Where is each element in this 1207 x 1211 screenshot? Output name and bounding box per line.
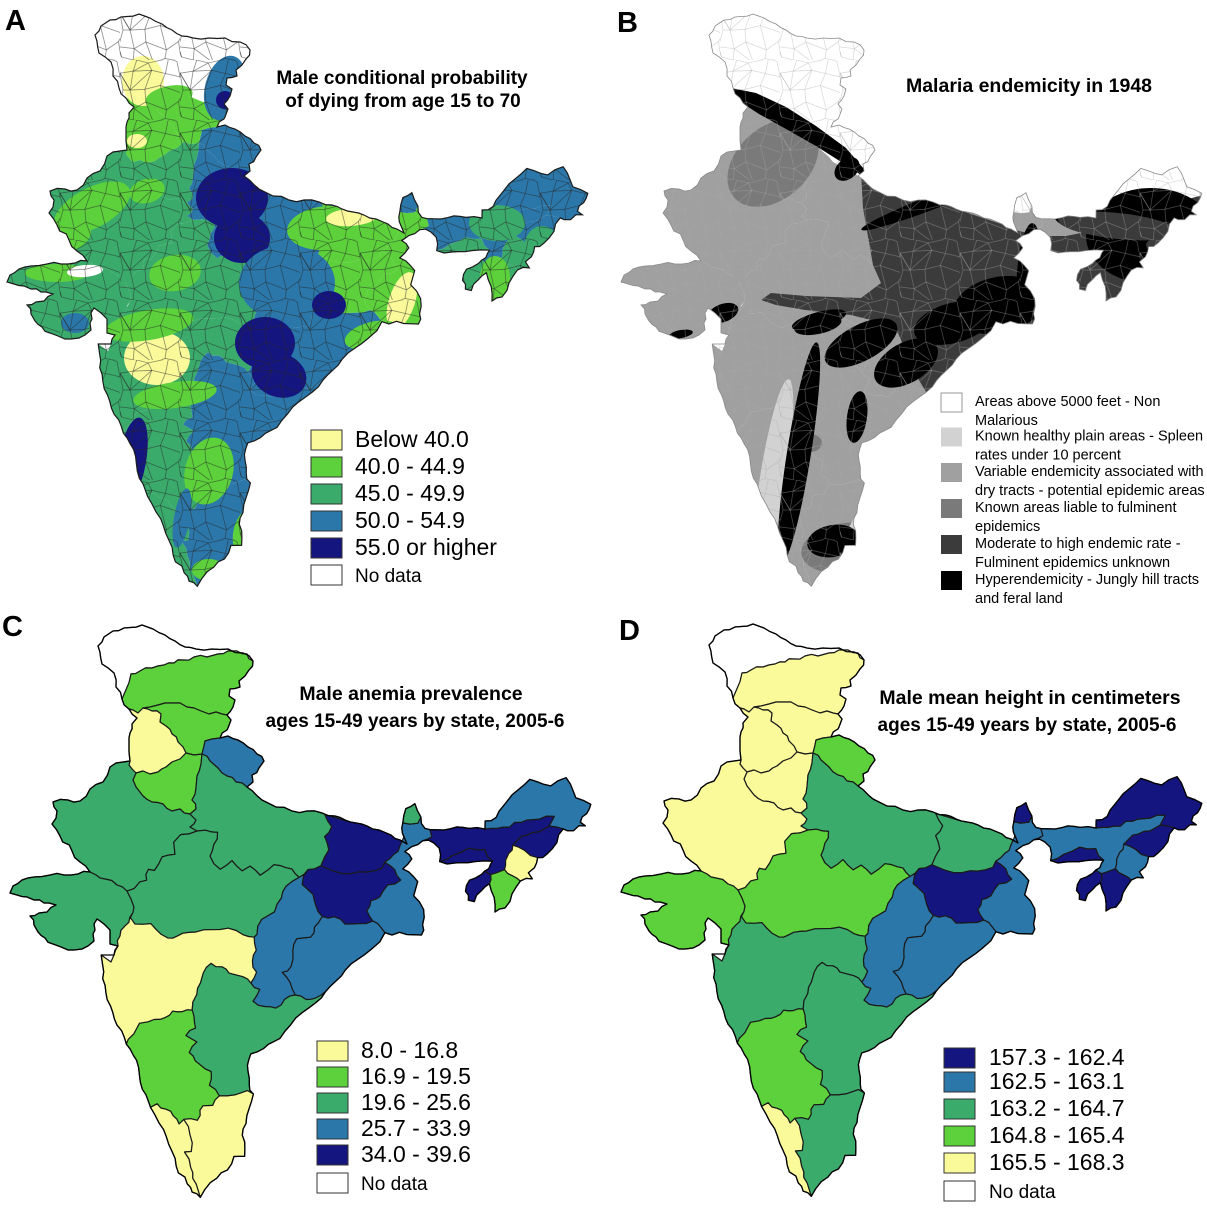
svg-text:No data: No data <box>355 566 422 587</box>
svg-text:ages 15-49 years by state, 200: ages 15-49 years by state, 2005-6 <box>266 711 565 732</box>
svg-text:157.3 - 162.4: 157.3 - 162.4 <box>989 1044 1125 1070</box>
svg-text:164.8 - 165.4: 164.8 - 165.4 <box>989 1122 1125 1148</box>
svg-text:Known areas liable to fulminen: Known areas liable to fulminent <box>975 500 1177 516</box>
svg-text:Male anemia prevalence: Male anemia prevalence <box>299 683 522 705</box>
svg-text:19.6 - 25.6: 19.6 - 25.6 <box>361 1089 471 1115</box>
svg-text:No data: No data <box>361 1174 428 1195</box>
svg-text:Fulminent epidemics unknown: Fulminent epidemics unknown <box>975 555 1170 571</box>
svg-text:Male conditional probability: Male conditional probability <box>276 68 528 89</box>
svg-text:163.2 - 164.7: 163.2 - 164.7 <box>989 1095 1125 1121</box>
svg-text:epidemics: epidemics <box>975 519 1040 535</box>
svg-text:16.9 - 19.5: 16.9 - 19.5 <box>361 1063 471 1089</box>
svg-text:Malaria endemicity in 1948: Malaria endemicity in 1948 <box>906 75 1152 97</box>
svg-text:25.7 - 33.9: 25.7 - 33.9 <box>361 1115 471 1141</box>
svg-text:Hyperendemicity - Jungly hill: Hyperendemicity - Jungly hill tracts <box>975 572 1199 588</box>
svg-text:and feral land: and feral land <box>975 591 1063 607</box>
svg-text:8.0 - 16.8: 8.0 - 16.8 <box>361 1037 458 1063</box>
svg-text:rates under 10 percent: rates under 10 percent <box>975 448 1121 464</box>
svg-text:Below 40.0: Below 40.0 <box>355 426 469 452</box>
svg-text:Moderate to high endemic rate: Moderate to high endemic rate - <box>975 536 1181 552</box>
svg-text:Male mean height in centimeter: Male mean height in centimeters <box>879 687 1180 709</box>
svg-text:Malarious: Malarious <box>975 413 1038 429</box>
svg-text:50.0 - 54.9: 50.0 - 54.9 <box>355 507 465 533</box>
svg-text:Variable endemicity associated: Variable endemicity associated with <box>975 464 1204 480</box>
svg-text:D: D <box>619 615 640 647</box>
svg-text:162.5 - 163.1: 162.5 - 163.1 <box>989 1068 1125 1094</box>
svg-text:45.0 - 49.9: 45.0 - 49.9 <box>355 480 465 506</box>
svg-text:Known healthy plain areas - Sp: Known healthy plain areas - Spleen <box>975 429 1203 445</box>
svg-text:B: B <box>617 7 638 39</box>
svg-text:A: A <box>5 5 26 37</box>
svg-text:34.0 - 39.6: 34.0 - 39.6 <box>361 1141 471 1167</box>
svg-text:55.0 or higher: 55.0 or higher <box>355 534 497 560</box>
svg-text:165.5 - 168.3: 165.5 - 168.3 <box>989 1149 1125 1175</box>
svg-text:40.0 - 44.9: 40.0 - 44.9 <box>355 453 465 479</box>
svg-text:of dying from age 15 to 70: of dying from age 15 to 70 <box>285 91 520 112</box>
svg-text:ages 15-49 years by state, 200: ages 15-49 years by state, 2005-6 <box>878 715 1177 736</box>
svg-text:Areas above 5000 feet - Non: Areas above 5000 feet - Non <box>975 394 1160 410</box>
svg-text:C: C <box>2 611 23 643</box>
svg-text:dry tracts - potential epidemi: dry tracts - potential epidemic areas <box>975 483 1205 499</box>
svg-text:No data: No data <box>989 1182 1056 1203</box>
